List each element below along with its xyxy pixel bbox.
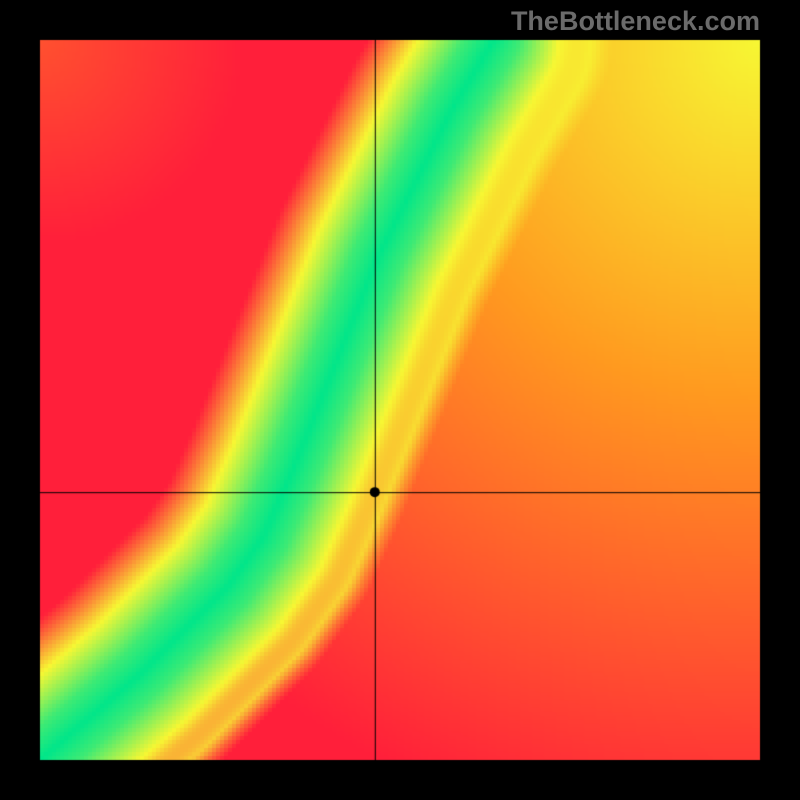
watermark-label: TheBottleneck.com: [511, 6, 760, 37]
chart-container: TheBottleneck.com: [0, 0, 800, 800]
bottleneck-heatmap-canvas: [0, 0, 800, 800]
